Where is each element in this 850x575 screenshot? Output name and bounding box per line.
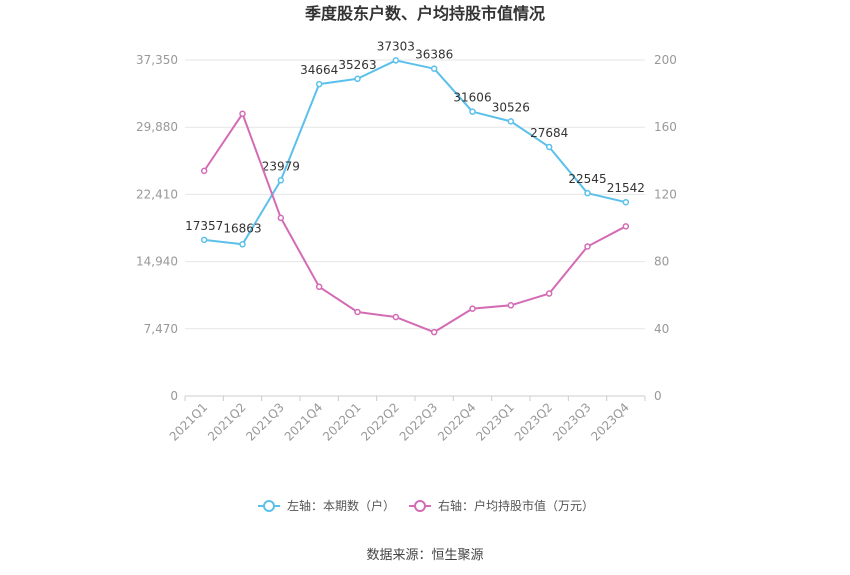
legend-marker <box>414 500 426 512</box>
data-point <box>507 302 515 309</box>
data-point <box>277 177 285 184</box>
data-source: 数据来源：恒生聚源 <box>366 548 483 563</box>
data-label: 35263 <box>338 58 376 72</box>
data-point <box>200 236 208 244</box>
data-point <box>392 57 400 64</box>
data-point <box>545 143 553 151</box>
data-point <box>430 65 438 72</box>
data-label: 23979 <box>262 159 300 173</box>
left-tick-label: 7,470 <box>144 322 178 336</box>
right-tick-label: 80 <box>654 255 669 269</box>
data-point <box>584 243 591 250</box>
data-label: 22545 <box>568 172 606 186</box>
legend-label: 右轴：户均持股市值（万元） <box>438 498 594 513</box>
data-label: 36386 <box>415 48 453 62</box>
x-tick-label: 2023Q1 <box>473 400 517 444</box>
data-point <box>622 198 630 206</box>
x-tick-label: 2021Q2 <box>205 400 249 444</box>
data-label: 30526 <box>492 100 530 114</box>
left-tick-label: 14,940 <box>136 255 178 269</box>
data-point <box>584 189 591 197</box>
right-tick-label: 40 <box>654 322 669 336</box>
x-tick-label: 2021Q4 <box>282 400 326 444</box>
data-point <box>545 290 553 297</box>
data-point <box>200 167 208 175</box>
series-line <box>204 59 627 246</box>
data-point <box>239 241 246 248</box>
data-label: 31606 <box>453 91 491 105</box>
x-tick-label: 2023Q2 <box>512 400 556 444</box>
data-point <box>315 283 323 291</box>
data-label: 37303 <box>377 39 415 53</box>
right-tick-label: 120 <box>654 187 677 201</box>
data-point <box>507 118 515 125</box>
legend-item: 左轴：本期数（户） <box>258 498 395 513</box>
x-tick-label: 2023Q3 <box>550 400 594 444</box>
x-tick-label: 2022Q4 <box>435 400 479 444</box>
left-tick-label: 37,350 <box>136 53 178 67</box>
x-tick-label: 2021Q3 <box>243 400 287 444</box>
data-label: 21542 <box>607 181 645 195</box>
data-label: 17357 <box>185 219 223 233</box>
data-point <box>239 110 246 118</box>
data-label: 27684 <box>530 126 568 140</box>
data-label: 16863 <box>223 221 261 235</box>
data-point <box>469 108 476 115</box>
series-line <box>203 112 627 334</box>
data-point <box>315 80 323 88</box>
data-label: 34664 <box>300 63 338 77</box>
legend-item: 右轴：户均持股市值（万元） <box>409 498 594 513</box>
legend-label: 左轴：本期数（户） <box>287 498 395 513</box>
x-tick-label: 2022Q3 <box>397 400 441 444</box>
data-point <box>354 75 361 83</box>
right-tick-label: 200 <box>654 53 677 67</box>
left-axis: 0 7,470 14,940 22,410 29,880 37,350 <box>136 53 178 403</box>
series-avg-market-value <box>200 110 630 336</box>
right-tick-label: 0 <box>654 389 662 403</box>
data-point <box>430 328 438 336</box>
data-point <box>392 313 400 321</box>
x-tick-label: 2021Q1 <box>167 400 211 444</box>
chart-title: 季度股东户数、户均持股市值情况 <box>304 4 545 23</box>
right-axis: 0 40 80 120 160 200 <box>654 53 677 403</box>
right-tick-label: 160 <box>654 120 677 134</box>
x-tick-label: 2023Q4 <box>588 400 632 444</box>
data-point <box>354 308 361 316</box>
legend-marker <box>263 500 275 512</box>
left-tick-label: 22,410 <box>136 187 178 201</box>
data-point <box>277 214 285 222</box>
data-point <box>622 223 630 230</box>
legend: 左轴：本期数（户） 右轴：户均持股市值（万元） <box>258 498 594 513</box>
data-point <box>469 305 476 312</box>
x-tick-label: 2022Q2 <box>358 400 402 444</box>
x-tick-label: 2022Q1 <box>320 400 364 444</box>
left-tick-label: 0 <box>170 389 178 403</box>
left-tick-label: 29,880 <box>136 120 178 134</box>
x-axis: 2021Q12021Q22021Q32021Q42022Q12022Q22022… <box>167 395 646 444</box>
